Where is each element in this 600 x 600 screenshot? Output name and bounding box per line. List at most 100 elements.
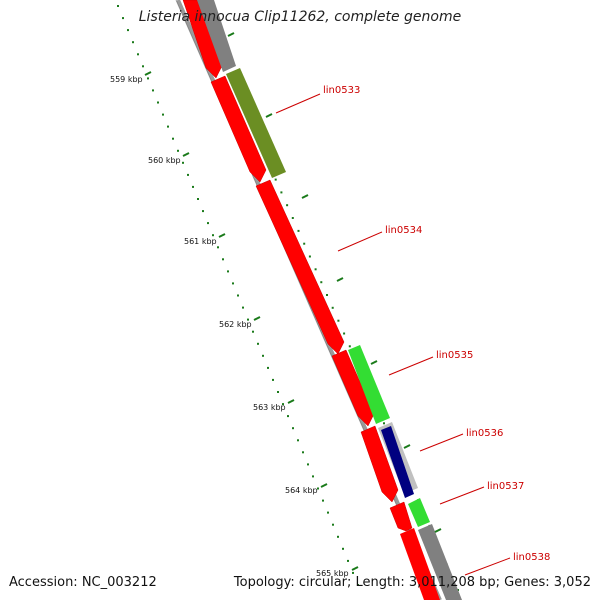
track-dot (252, 330, 254, 333)
track-dot (147, 77, 149, 80)
track-dot (342, 547, 344, 550)
track-dot (317, 487, 319, 490)
accession-text: Accession: NC_003212 (9, 575, 157, 590)
track-dot (152, 89, 154, 92)
gene-label-lin0538: lin0538 (513, 552, 550, 563)
track-dot (292, 427, 294, 430)
cds-feature (210, 75, 267, 183)
gene-track-outer (197, 0, 462, 600)
track-dot (267, 366, 269, 369)
cds-feature (182, 0, 223, 79)
track-dot (312, 475, 314, 478)
track-dot (207, 222, 209, 225)
outer-track-ticks (227, 32, 442, 533)
gene-label-lin0537: lin0537 (487, 481, 524, 492)
ruler-tick-label: 560 kbp (148, 156, 181, 165)
track-dot (197, 198, 199, 200)
ruler-tick-label: 561 kbp (184, 237, 217, 246)
ruler-tick (218, 233, 226, 238)
gene-label-lin0536: lin0536 (466, 428, 503, 439)
track-dot (291, 217, 294, 219)
gene-labels: lin0533 lin0534 lin0535 lin0536 lin0537 … (275, 85, 550, 576)
ruler-tick (144, 71, 152, 76)
track-dot (337, 319, 340, 322)
genome-title: Listeria innocua Clip11262, complete gen… (138, 9, 462, 25)
cds-feature (389, 501, 413, 532)
track-dot (232, 282, 234, 285)
track-dot (343, 332, 346, 335)
gene-lin0538 (400, 528, 440, 600)
track-dot (122, 17, 124, 20)
track-dot (282, 403, 284, 406)
track-dot (297, 439, 299, 442)
track-dot (297, 229, 300, 232)
track-dot (272, 378, 274, 381)
track-dot (307, 463, 309, 466)
track-dot (332, 523, 334, 526)
track-dot (320, 281, 323, 284)
track-dot (383, 422, 385, 425)
track-dot (157, 101, 159, 104)
gene-feature-gray (197, 0, 236, 72)
track-dot (227, 270, 229, 273)
track-dot (222, 258, 224, 261)
track-dot (352, 571, 354, 574)
track-dot (117, 5, 119, 7)
track-dot (242, 306, 244, 309)
track-dot (257, 342, 259, 345)
track-dot (217, 246, 219, 249)
track-dot (347, 559, 349, 562)
track-dot (247, 318, 249, 321)
ruler-ticks: 559 kbp 560 kbp 561 kbp 562 kbp 563 kbp … (110, 71, 359, 578)
track-dot (327, 511, 329, 514)
track-dot (237, 294, 239, 297)
cds-feature (255, 179, 345, 355)
gene-lin0535 (348, 345, 390, 424)
track-dot (192, 185, 194, 188)
ruler-tick-label: 562 kbp (219, 320, 252, 329)
track-dot (303, 242, 306, 245)
track-dot (314, 268, 317, 271)
gene-label-lin0535: lin0535 (436, 350, 473, 361)
track-dot (274, 178, 277, 181)
track-dot (286, 204, 289, 207)
gene-label-lin0533: lin0533 (323, 85, 360, 96)
gene-lin0533 (226, 68, 286, 178)
ruler-tick-label: 564 kbp (285, 486, 318, 495)
track-dot (132, 41, 134, 44)
gene-lin0536 (381, 426, 414, 498)
track-dot (202, 210, 204, 213)
track-dot (127, 29, 129, 32)
track-dot (357, 584, 359, 586)
track-dot (302, 451, 304, 454)
track-dot (280, 191, 283, 194)
track-dot (177, 149, 179, 152)
ruler-tick-label: 559 kbp (110, 75, 143, 84)
track-dot (142, 65, 144, 68)
track-dot (187, 173, 189, 176)
track-dot (137, 53, 139, 56)
track-dot (167, 125, 169, 128)
ruler-dotted-line (117, 5, 359, 586)
ruler-tick-label: 563 kbp (253, 403, 286, 412)
ruler-tick (182, 152, 190, 157)
track-dot (182, 161, 184, 164)
ruler-tick (351, 566, 359, 571)
track-dot (262, 354, 264, 357)
cds-feature (360, 425, 399, 503)
track-dot (172, 137, 174, 140)
track-dot (331, 306, 334, 309)
track-dot (337, 535, 339, 538)
ruler-tick (253, 316, 261, 321)
track-dot (287, 415, 289, 418)
track-dot (212, 234, 214, 237)
ruler-tick (287, 399, 295, 404)
gene-label-lin0534: lin0534 (385, 225, 422, 236)
cds-feature (331, 349, 375, 427)
track-dot (277, 391, 279, 393)
track-dot (326, 294, 328, 296)
gene-feature-gray (418, 524, 462, 600)
ruler-tick (320, 483, 328, 488)
track-dot (322, 499, 324, 502)
